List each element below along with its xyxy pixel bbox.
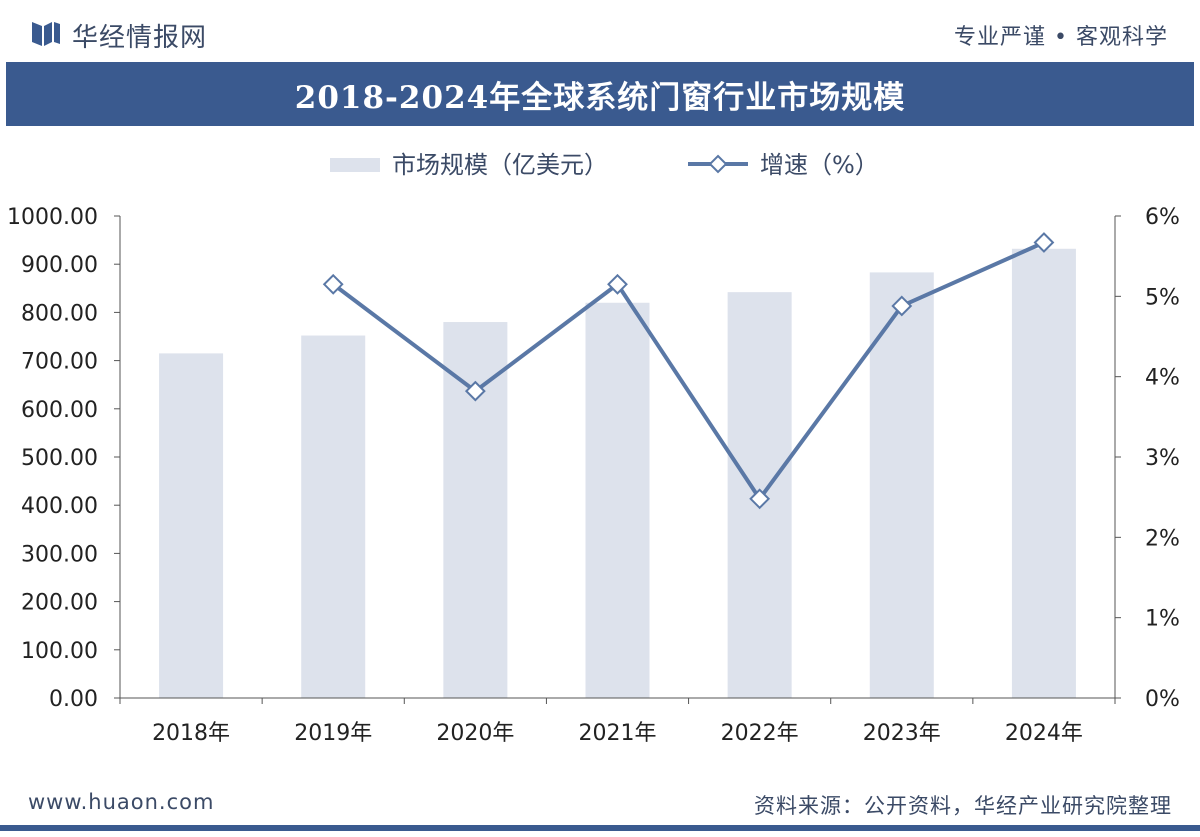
y-left-tick-label: 1000.00 bbox=[7, 205, 98, 230]
right-axis: 0% 1% 2% 3% 4% 5% 6% bbox=[1145, 205, 1180, 712]
y-left-tick-label: 0.00 bbox=[49, 687, 98, 712]
y-left-tick-label: 300.00 bbox=[21, 542, 98, 567]
y-left-tick-label: 400.00 bbox=[21, 494, 98, 519]
slogan: 专业严谨 • 客观科学 bbox=[954, 25, 1168, 50]
y-right-tick-label: 3% bbox=[1145, 446, 1180, 471]
x-tick-label: 2020年 bbox=[436, 721, 514, 746]
growth-line bbox=[332, 240, 1045, 501]
y-right-tick-label: 0% bbox=[1145, 687, 1180, 712]
line-point bbox=[607, 273, 628, 295]
line-point bbox=[1033, 232, 1055, 253]
y-right-tick-label: 5% bbox=[1145, 285, 1180, 310]
x-tick-label: 2019年 bbox=[294, 721, 372, 746]
y-left-tick-label: 600.00 bbox=[21, 398, 98, 423]
bar bbox=[301, 335, 366, 698]
page-footer: www.huaon.com 资料来源：公开资料，华经产业研究院整理 bbox=[0, 770, 1200, 837]
legend-line-marker bbox=[708, 154, 728, 174]
bar bbox=[159, 353, 224, 698]
page-header: 华经情报网 专业严谨 • 客观科学 bbox=[0, 0, 1200, 62]
title-bar: 2018-2024年全球系统门窗行业市场规模 bbox=[6, 62, 1194, 126]
legend-bar-swatch bbox=[330, 158, 380, 172]
bar bbox=[585, 302, 650, 698]
y-left-tick-label: 500.00 bbox=[21, 446, 98, 471]
line-point bbox=[891, 295, 913, 317]
chart-area: 市场规模（亿美元） 增速（%） 0.00 100.00 200.00 300.00 400… bbox=[0, 126, 1200, 776]
x-tick-label: 2023年 bbox=[863, 721, 941, 746]
bar bbox=[1011, 248, 1076, 698]
axis-lines bbox=[114, 215, 1121, 704]
y-right-tick-label: 6% bbox=[1145, 205, 1180, 230]
footer-source: 资料来源：公开资料，华经产业研究院整理 bbox=[754, 794, 1172, 818]
footer-url[interactable]: www.huaon.com bbox=[28, 790, 215, 814]
x-tick-label: 2024年 bbox=[1005, 721, 1083, 746]
x-tick-label: 2022年 bbox=[721, 721, 799, 746]
chart-svg: 市场规模（亿美元） 增速（%） 0.00 100.00 200.00 300.00 400… bbox=[7, 151, 1180, 746]
bar bbox=[869, 272, 934, 698]
line-point bbox=[464, 380, 486, 402]
left-axis: 0.00 100.00 200.00 300.00 400.00 500.00 600.00… bbox=[7, 205, 98, 712]
y-right-tick-label: 1% bbox=[1145, 607, 1180, 632]
line-point bbox=[322, 273, 344, 295]
chart-title: 2018-2024年全球系统门窗行业市场规模 bbox=[294, 79, 906, 116]
footer-divider bbox=[0, 825, 1200, 831]
y-left-tick-label: 100.00 bbox=[21, 639, 98, 664]
y-left-tick-label: 700.00 bbox=[21, 350, 98, 375]
x-axis: 2018年 2019年 2020年 2021年 2022年 2023年 2024年 bbox=[152, 721, 1083, 746]
legend-label: 市场规模（亿美元） bbox=[392, 151, 608, 179]
y-left-tick-label: 800.00 bbox=[21, 301, 98, 326]
y-left-tick-label: 900.00 bbox=[21, 253, 98, 278]
x-tick-label: 2018年 bbox=[152, 721, 230, 746]
line-point bbox=[749, 488, 771, 510]
bar-series bbox=[159, 248, 1076, 698]
y-right-tick-label: 2% bbox=[1145, 526, 1180, 551]
x-tick-label: 2021年 bbox=[579, 721, 657, 746]
bar bbox=[443, 322, 508, 698]
brand-logo-icon bbox=[32, 22, 60, 46]
legend-label: 增速（%） bbox=[760, 151, 879, 179]
line-series bbox=[322, 232, 1055, 510]
y-right-tick-label: 4% bbox=[1145, 366, 1180, 391]
legend: 市场规模（亿美元） 增速（%） bbox=[330, 151, 879, 179]
y-left-tick-label: 200.00 bbox=[21, 591, 98, 616]
brand-name: 华经情报网 bbox=[72, 23, 208, 53]
